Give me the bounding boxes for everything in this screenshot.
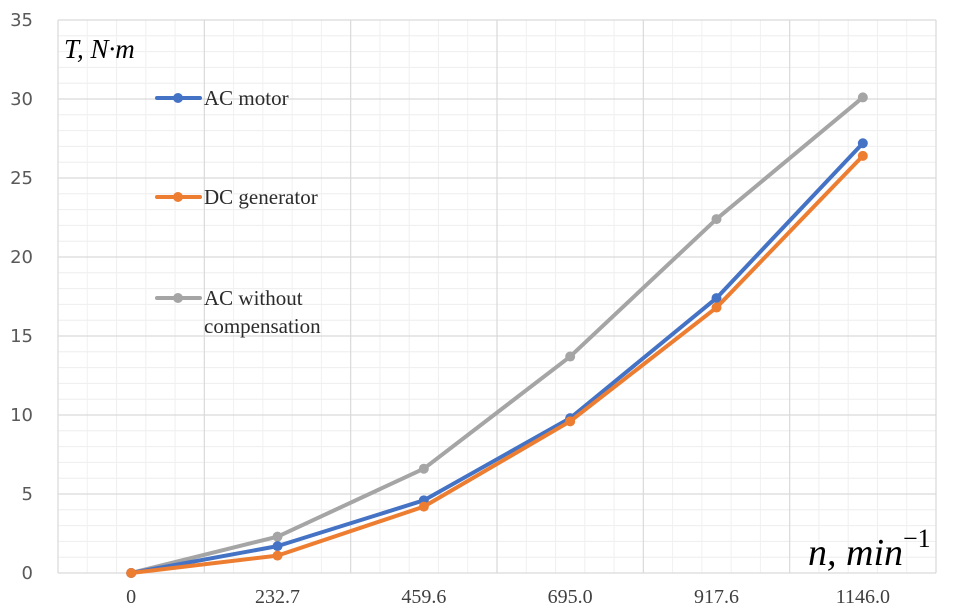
- x-tick-label: 232.7: [255, 586, 300, 608]
- legend-label: AC without: [204, 286, 303, 310]
- y-tick-label: 15: [10, 326, 33, 347]
- data-point: [858, 151, 868, 161]
- x-tick-label: 695.0: [548, 586, 593, 608]
- data-point: [273, 551, 283, 561]
- legend-swatch-marker: [173, 93, 183, 103]
- legend-label: DC generator: [204, 185, 318, 209]
- legend-label: AC motor: [204, 86, 289, 110]
- x-tick-label: 0: [126, 586, 136, 608]
- y-tick-label: 20: [10, 247, 33, 268]
- y-tick-label: 30: [10, 89, 33, 110]
- x-axis-label: n, min−1: [808, 524, 931, 574]
- data-point: [858, 92, 868, 102]
- x-axis-label-exponent: −1: [903, 524, 931, 553]
- y-tick-label: 5: [22, 484, 33, 505]
- y-axis-ticks: 0 5 10 15 20 25 30 35: [10, 10, 33, 584]
- y-tick-label: 25: [10, 168, 33, 189]
- y-tick-label: 0: [22, 563, 33, 584]
- x-tick-label: 1146.0: [836, 586, 890, 608]
- y-tick-label: 10: [10, 405, 33, 426]
- y-tick-label: 35: [10, 10, 33, 31]
- data-point: [712, 303, 722, 313]
- data-point: [712, 214, 722, 224]
- data-point: [419, 464, 429, 474]
- data-point: [273, 532, 283, 542]
- x-axis-ticks: 0 232.7 459.6 695.0 917.6 1146.0: [126, 586, 890, 608]
- data-point: [858, 138, 868, 148]
- legend: AC motor DC generator AC without compensati…: [157, 86, 321, 338]
- legend-swatch-marker: [173, 192, 183, 202]
- data-point: [419, 502, 429, 512]
- x-tick-label: 459.6: [401, 586, 446, 608]
- x-tick-label: 917.6: [694, 586, 739, 608]
- data-point: [126, 568, 136, 578]
- data-point: [565, 352, 575, 362]
- legend-label: compensation: [204, 314, 321, 338]
- data-point: [273, 541, 283, 551]
- y-axis-label: T, N·m: [64, 34, 135, 64]
- data-point: [565, 416, 575, 426]
- legend-swatch-marker: [173, 293, 183, 303]
